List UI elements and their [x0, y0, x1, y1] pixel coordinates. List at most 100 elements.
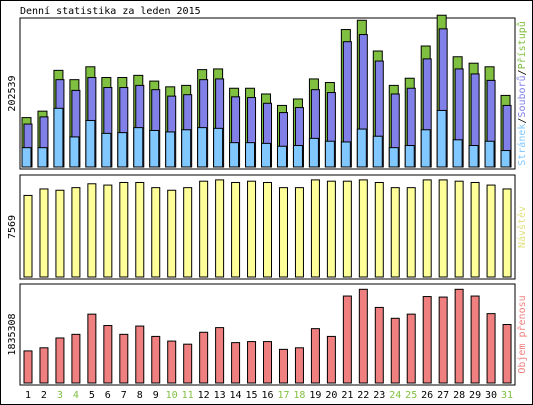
visits-bar-31: [502, 188, 512, 278]
volume-bar-3: [55, 337, 65, 384]
volume-bar-31: [502, 324, 512, 384]
visits-bar-15: [247, 180, 257, 278]
x-tick-label-5: 5: [89, 390, 95, 401]
visits-bar-24: [390, 187, 400, 278]
volume-bar-12: [199, 331, 209, 384]
x-tick-label-27: 27: [437, 390, 449, 401]
volume-legend: Objem přenosu: [516, 295, 528, 373]
requests-bar-Stránek-11: [181, 129, 192, 168]
requests-legend: Stránek/Souborů/Přístupů: [516, 21, 528, 166]
volume-bar-6: [103, 325, 113, 384]
requests-bar-Stránek-31: [500, 150, 511, 168]
requests-legend-Souborů: Souborů: [516, 75, 528, 117]
x-tick-label-14: 14: [230, 390, 242, 401]
visits-bar-23: [374, 181, 384, 278]
x-tick-label-19: 19: [309, 390, 321, 401]
volume-bar-19: [310, 328, 320, 384]
requests-bar-Stránek-29: [468, 145, 479, 168]
volume-bar-13: [215, 327, 225, 384]
volume-bar-5: [87, 313, 97, 384]
requests-bar-Stránek-25: [404, 145, 415, 168]
volume-bar-7: [119, 333, 129, 384]
x-tick-label-8: 8: [137, 390, 143, 401]
volume-bar-28: [454, 288, 464, 384]
visits-bar-29: [470, 181, 480, 278]
visits-bar-1: [23, 194, 33, 278]
panel-requests: 202539 Stránek/Souborů/Přístupů: [7, 14, 528, 170]
x-tick-label-7: 7: [121, 390, 127, 401]
visits-bar-13: [215, 179, 225, 278]
visits-bar-8: [135, 181, 145, 278]
x-tick-label-28: 28: [453, 390, 465, 401]
requests-bar-Stránek-13: [213, 127, 224, 168]
volume-bar-16: [263, 341, 273, 384]
visits-bar-19: [310, 179, 320, 278]
requests-bar-Stránek-27: [436, 109, 447, 168]
x-tick-label-4: 4: [73, 390, 79, 401]
volume-bar-14: [231, 342, 241, 384]
visits-bar-3: [55, 189, 65, 278]
volume-bar-24: [390, 317, 400, 384]
requests-ylabel: 202539: [7, 75, 18, 111]
volume-bar-11: [183, 343, 193, 384]
volume-bar-15: [247, 341, 257, 384]
visits-bar-4: [71, 187, 81, 278]
x-tick-label-16: 16: [261, 390, 273, 401]
volume-bar-26: [422, 296, 432, 384]
x-tick-label-25: 25: [405, 390, 417, 401]
panel-visits: 7569 Návštěv: [7, 174, 528, 280]
x-tick-label-29: 29: [469, 390, 481, 401]
x-tick-label-10: 10: [166, 390, 178, 401]
volume-bar-18: [294, 347, 304, 384]
x-tick-label-1: 1: [25, 390, 31, 401]
requests-legend-separator: /: [517, 118, 528, 124]
visits-bar-27: [438, 179, 448, 278]
visits-bar-21: [342, 180, 352, 278]
x-tick-label-13: 13: [214, 390, 226, 401]
x-tick-label-6: 6: [105, 390, 111, 401]
requests-frame: [19, 17, 516, 170]
volume-bar-21: [342, 295, 352, 384]
requests-bar-Stránek-19: [308, 137, 319, 168]
volume-bar-22: [358, 288, 368, 384]
visits-bar-7: [119, 181, 129, 278]
x-axis-labels: 1 2 3 4 5 6 7 8 9 10 11 12 13 14 15 16 17 18 19 20 21 22 23 24 2…: [25, 390, 513, 401]
visits-bar-16: [263, 181, 273, 278]
visits-bar-14: [231, 181, 241, 278]
requests-bar-Stránek-18: [292, 145, 303, 168]
volume-bar-23: [374, 306, 384, 384]
visits-bar-10: [167, 189, 177, 278]
x-tick-label-24: 24: [389, 390, 401, 401]
x-tick-label-9: 9: [153, 390, 159, 401]
visits-ylabel: 7569: [7, 215, 18, 239]
volume-bar-4: [71, 333, 81, 384]
visits-bar-17: [278, 187, 288, 278]
requests-bar-Stránek-2: [37, 147, 48, 168]
requests-bar-Stránek-22: [356, 128, 367, 168]
visits-bar-20: [326, 180, 336, 278]
x-tick-label-2: 2: [41, 390, 47, 401]
requests-bar-Stránek-6: [101, 132, 112, 168]
volume-bar-8: [135, 325, 145, 384]
requests-bar-Stránek-20: [324, 140, 335, 168]
requests-bar-Stránek-24: [388, 147, 399, 168]
visits-bar-30: [486, 184, 496, 278]
requests-bar-Stránek-16: [261, 142, 272, 168]
visits-frame: [19, 174, 516, 280]
x-tick-label-3: 3: [57, 390, 63, 401]
x-tick-label-23: 23: [373, 390, 385, 401]
x-tick-label-15: 15: [246, 390, 258, 401]
x-tick-label-17: 17: [277, 390, 289, 401]
x-tick-label-12: 12: [198, 390, 210, 401]
visits-bar-18: [294, 187, 304, 278]
requests-bar-Stránek-28: [452, 139, 463, 168]
visits-bar-25: [406, 187, 416, 278]
volume-bar-2: [39, 347, 49, 384]
visits-bar-2: [39, 188, 49, 278]
requests-bar-Stránek-3: [53, 107, 64, 168]
visits-bar-5: [87, 183, 97, 278]
requests-bar-Stránek-21: [340, 141, 351, 168]
requests-bar-Stránek-23: [372, 135, 383, 168]
x-tick-label-30: 30: [485, 390, 497, 401]
